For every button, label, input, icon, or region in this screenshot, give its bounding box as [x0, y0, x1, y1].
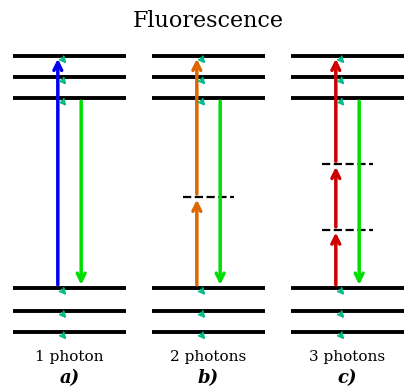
- Text: 3 photons: 3 photons: [309, 350, 386, 364]
- Text: Fluorescence: Fluorescence: [133, 10, 284, 32]
- Text: b): b): [198, 369, 219, 386]
- Text: 1 photon: 1 photon: [35, 350, 104, 364]
- Text: 2 photons: 2 photons: [171, 350, 246, 364]
- Text: c): c): [338, 369, 357, 386]
- Text: a): a): [60, 369, 80, 386]
